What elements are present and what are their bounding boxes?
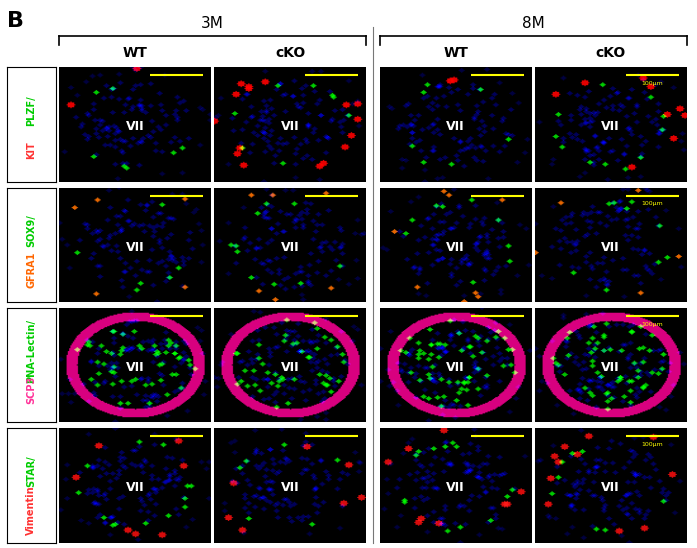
Text: VII: VII: [602, 121, 620, 133]
Text: VII: VII: [602, 241, 620, 254]
Text: VII: VII: [446, 361, 465, 374]
Text: VII: VII: [602, 361, 620, 374]
Text: 8M: 8M: [522, 16, 544, 31]
Text: VII: VII: [446, 121, 465, 133]
Text: STAR/: STAR/: [26, 456, 36, 488]
Text: VII: VII: [446, 481, 465, 494]
Text: 100μm: 100μm: [641, 81, 664, 86]
Text: 100μm: 100μm: [641, 202, 664, 207]
Text: cKO: cKO: [275, 46, 305, 60]
Text: VII: VII: [281, 361, 300, 374]
Text: VII: VII: [281, 121, 300, 133]
Text: PLZF/: PLZF/: [26, 95, 36, 126]
Text: SOX9/: SOX9/: [26, 215, 36, 248]
Text: KIT: KIT: [26, 141, 36, 158]
Text: GFRA1: GFRA1: [26, 252, 36, 288]
Text: 3M: 3M: [201, 16, 224, 31]
Text: 100μm: 100μm: [641, 442, 664, 447]
Text: VII: VII: [125, 241, 144, 254]
Text: Vimentin: Vimentin: [26, 486, 36, 535]
Text: 100μm: 100μm: [641, 322, 664, 327]
Text: VII: VII: [125, 481, 144, 494]
Text: SCP3: SCP3: [26, 376, 36, 404]
Text: VII: VII: [281, 241, 300, 254]
Text: WT: WT: [443, 46, 468, 60]
Text: VII: VII: [125, 121, 144, 133]
Text: VII: VII: [602, 481, 620, 494]
Text: cKO: cKO: [596, 46, 626, 60]
Text: VII: VII: [125, 361, 144, 374]
Text: B: B: [7, 11, 24, 31]
Text: VII: VII: [446, 241, 465, 254]
Text: VII: VII: [281, 481, 300, 494]
Text: WT: WT: [123, 46, 148, 60]
Text: PNA-Lectin/: PNA-Lectin/: [26, 319, 36, 384]
